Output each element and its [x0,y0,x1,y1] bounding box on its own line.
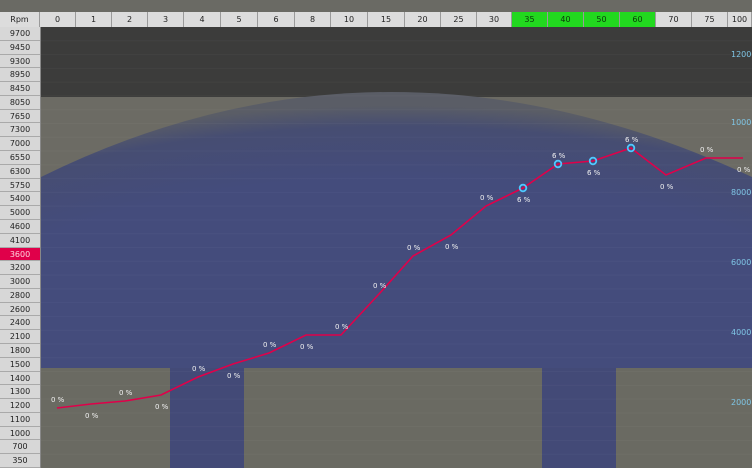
curve-point-label: 0 % [51,396,65,404]
right-axis-label: 2000 [731,398,751,407]
rpm-row-label[interactable]: 6550 [0,151,40,165]
right-axis-labels: 12000 10000 8000 6000 4000 2000 [731,50,752,407]
rpm-row-label[interactable]: 1400 [0,372,40,386]
right-axis-label: 10000 [731,118,752,127]
curve-point-label: 0 % [227,372,241,380]
rpm-row-label[interactable]: 7000 [0,137,40,152]
load-column-6[interactable]: 6 [258,12,295,27]
rpm-row-label[interactable]: 3000 [0,275,40,289]
rpm-row-label[interactable]: 8450 [0,82,40,96]
rpm-row-label[interactable]: 1500 [0,358,40,372]
curve-point-label: 0 % [85,412,99,420]
rpm-row-label[interactable]: 9700 [0,27,40,41]
curve-point-label: 6 % [587,169,601,177]
load-column-3[interactable]: 3 [148,12,184,27]
curve-point-label: 0 % [119,389,133,397]
curve-point-label: 0 % [445,243,459,251]
curve-point-label: 6 % [552,152,566,160]
rpm-row-label[interactable]: 3200 [0,261,40,276]
right-axis-label: 6000 [731,258,751,267]
load-column-50[interactable]: 50 [584,12,620,27]
curve-line [56,147,743,409]
rpm-axis: 9700 9450 9300 8950 8450 8050 7650 7300 7000 6550… [0,27,41,468]
load-column-75[interactable]: 75 [692,12,728,27]
load-column-header: Rpm 0 1 2 3 4 5 6 8 10 15 20 25 30 35 40 50 60 70 75 100 [0,12,752,28]
rpm-row-label[interactable]: 1300 [0,385,40,400]
rpm-row-label[interactable]: 6300 [0,165,40,179]
load-column-10[interactable]: 10 [331,12,368,27]
rpm-row-label[interactable]: 350 [0,454,40,468]
rpm-row-label[interactable]: 1100 [0,413,40,427]
load-column-35[interactable]: 35 [512,12,548,27]
curve-point-marker[interactable] [518,183,528,193]
right-axis-label: 4000 [731,328,751,337]
blue-region-column-b [542,368,616,468]
curve-point-label: 0 % [155,403,169,411]
load-column-40[interactable]: 40 [548,12,584,27]
curve-point-label: 6 % [625,136,639,144]
rpm-row-label[interactable]: 2600 [0,303,40,317]
curve-point-label: 0 % [480,194,494,202]
load-column-2[interactable]: 2 [112,12,148,27]
curve-point-label: 6 % [517,196,531,204]
rpm-row-label[interactable]: 2100 [0,330,40,344]
curve-point-label: 0 % [737,166,751,174]
curve-point-label: 0 % [407,244,421,252]
map-chart[interactable]: 12000100008000600040002000 0 %0 %0 %0 %0… [41,27,752,468]
rpm-row-label[interactable]: 9450 [0,41,40,55]
load-column-5[interactable]: 5 [221,12,258,27]
curve-point-label: 0 % [700,146,714,154]
rpm-row-label[interactable]: 9300 [0,55,40,69]
load-column-20[interactable]: 20 [405,12,441,27]
rpm-row-label[interactable]: 700 [0,440,40,455]
rpm-row-label[interactable]: 4600 [0,220,40,234]
curve-point-marker[interactable] [588,156,598,166]
map-plot-area[interactable]: 12000100008000600040002000 0 %0 %0 %0 %0… [41,27,752,468]
load-column-0[interactable]: 0 [40,12,76,27]
rpm-row-label[interactable]: 2800 [0,289,40,303]
rpm-row-label[interactable]: 1200 [0,399,40,413]
rpm-row-label[interactable]: 8950 [0,68,40,83]
curve-point-label: 0 % [192,365,206,373]
right-axis-label: 12000 [731,50,752,59]
rpm-row-label[interactable]: 5400 [0,192,40,207]
rpm-row-label[interactable]: 8050 [0,96,40,110]
upper-background [41,27,752,97]
curve-points: 0 % 0 % 0 % 0 % 0 % 0 % 0 % 0 % 0 % 0 % 0 % 0 % 0 % 6… [51,136,751,420]
load-column-1[interactable]: 1 [76,12,112,27]
load-column-30[interactable]: 30 [477,12,512,27]
right-axis-label: 8000 [731,188,751,197]
load-column-100[interactable]: 100 [728,12,752,27]
rpm-row-label[interactable]: 1000 [0,427,40,441]
load-column-8[interactable]: 8 [295,12,331,27]
rpm-row-label[interactable]: 2400 [0,316,40,331]
load-column-60[interactable]: 60 [620,12,656,27]
rpm-row-label[interactable]: 4100 [0,234,40,248]
rpm-row-label[interactable]: 5000 [0,206,40,220]
rpm-row-label[interactable]: 3600 [0,247,40,262]
curve-point-label: 0 % [263,341,277,349]
curve-point-label: 0 % [660,183,674,191]
curve-point-label: 0 % [335,323,349,331]
load-column-4[interactable]: 4 [184,12,221,27]
blue-dome-region [41,92,752,368]
rpm-row-label[interactable]: 7650 [0,110,40,124]
rpm-row-label[interactable]: 7300 [0,123,40,138]
rpm-row-label[interactable]: 5750 [0,179,40,193]
curve-point-marker[interactable] [553,159,563,169]
load-column-70[interactable]: 70 [656,12,692,27]
blue-region-column-a [170,368,244,468]
curve-point-label: 0 % [300,343,314,351]
curve-point-label: 0 % [373,282,387,290]
curve-point-marker[interactable] [626,143,636,153]
rpm-corner-label: Rpm [0,12,40,27]
lower-background [41,368,752,468]
rpm-row-label[interactable]: 1800 [0,344,40,358]
load-column-25[interactable]: 25 [441,12,477,27]
load-column-15[interactable]: 15 [368,12,405,27]
